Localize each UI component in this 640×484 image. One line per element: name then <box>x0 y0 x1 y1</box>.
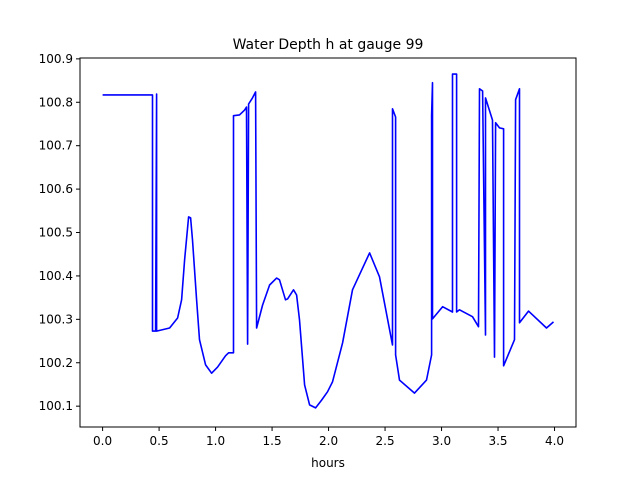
x-tick-label: 2.5 <box>376 434 395 448</box>
x-tick-label: 2.0 <box>319 434 338 448</box>
x-axis-label: hours <box>311 456 345 470</box>
x-tick-label: 3.0 <box>432 434 451 448</box>
series-line-h <box>102 73 555 409</box>
y-tick-label: 100.4 <box>39 269 73 283</box>
x-tick-label: 3.5 <box>488 434 507 448</box>
x-tick-label: 1.0 <box>206 434 225 448</box>
y-tick-label: 100.5 <box>39 226 73 240</box>
axes-frame <box>79 57 577 428</box>
y-tick-label: 100.7 <box>39 139 73 153</box>
chart-title: Water Depth h at gauge 99 <box>233 37 424 53</box>
y-tick-label: 100.8 <box>39 95 73 109</box>
y-tick-label: 100.1 <box>39 399 73 413</box>
x-axis: 0.0 0.5 1.0 1.5 2.0 2.5 3.0 3.5 4.0 <box>93 427 564 448</box>
y-tick-label: 100.9 <box>39 52 73 66</box>
x-tick-label: 0.5 <box>150 434 169 448</box>
y-tick-label: 100.2 <box>39 356 73 370</box>
y-tick-label: 100.6 <box>39 182 73 196</box>
y-axis: 100.1 100.2 100.3 100.4 100.5 100.6 100.7 100.8… <box>39 52 80 413</box>
plot-area <box>102 73 555 409</box>
x-tick-label: 0.0 <box>93 434 112 448</box>
x-tick-label: 1.5 <box>263 434 282 448</box>
x-tick-label: 4.0 <box>545 434 564 448</box>
y-tick-label: 100.3 <box>39 312 73 326</box>
